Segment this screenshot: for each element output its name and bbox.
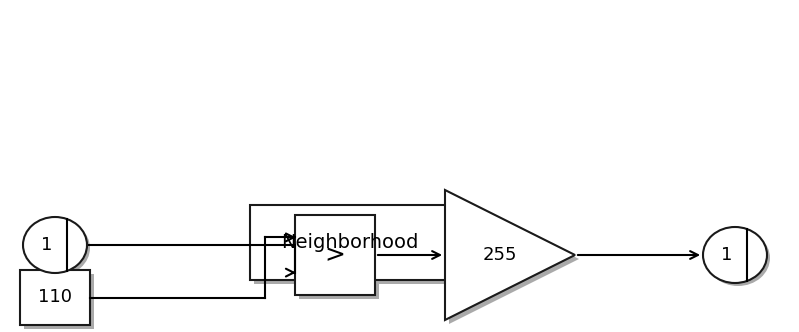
Text: 110: 110 <box>38 289 72 306</box>
Text: 1: 1 <box>721 246 733 264</box>
Polygon shape <box>445 190 575 320</box>
Polygon shape <box>449 194 579 324</box>
Text: >: > <box>324 243 345 267</box>
Ellipse shape <box>23 217 87 273</box>
Ellipse shape <box>703 227 767 283</box>
Bar <box>295 215 375 295</box>
Text: Neighborhood: Neighborhood <box>281 233 419 252</box>
Ellipse shape <box>706 230 770 286</box>
Bar <box>250 205 450 280</box>
Ellipse shape <box>26 220 90 276</box>
Bar <box>299 219 379 299</box>
Bar <box>254 209 454 284</box>
Bar <box>24 274 94 329</box>
Text: 255: 255 <box>483 246 517 264</box>
Bar <box>20 270 90 325</box>
Text: 1: 1 <box>42 236 53 254</box>
